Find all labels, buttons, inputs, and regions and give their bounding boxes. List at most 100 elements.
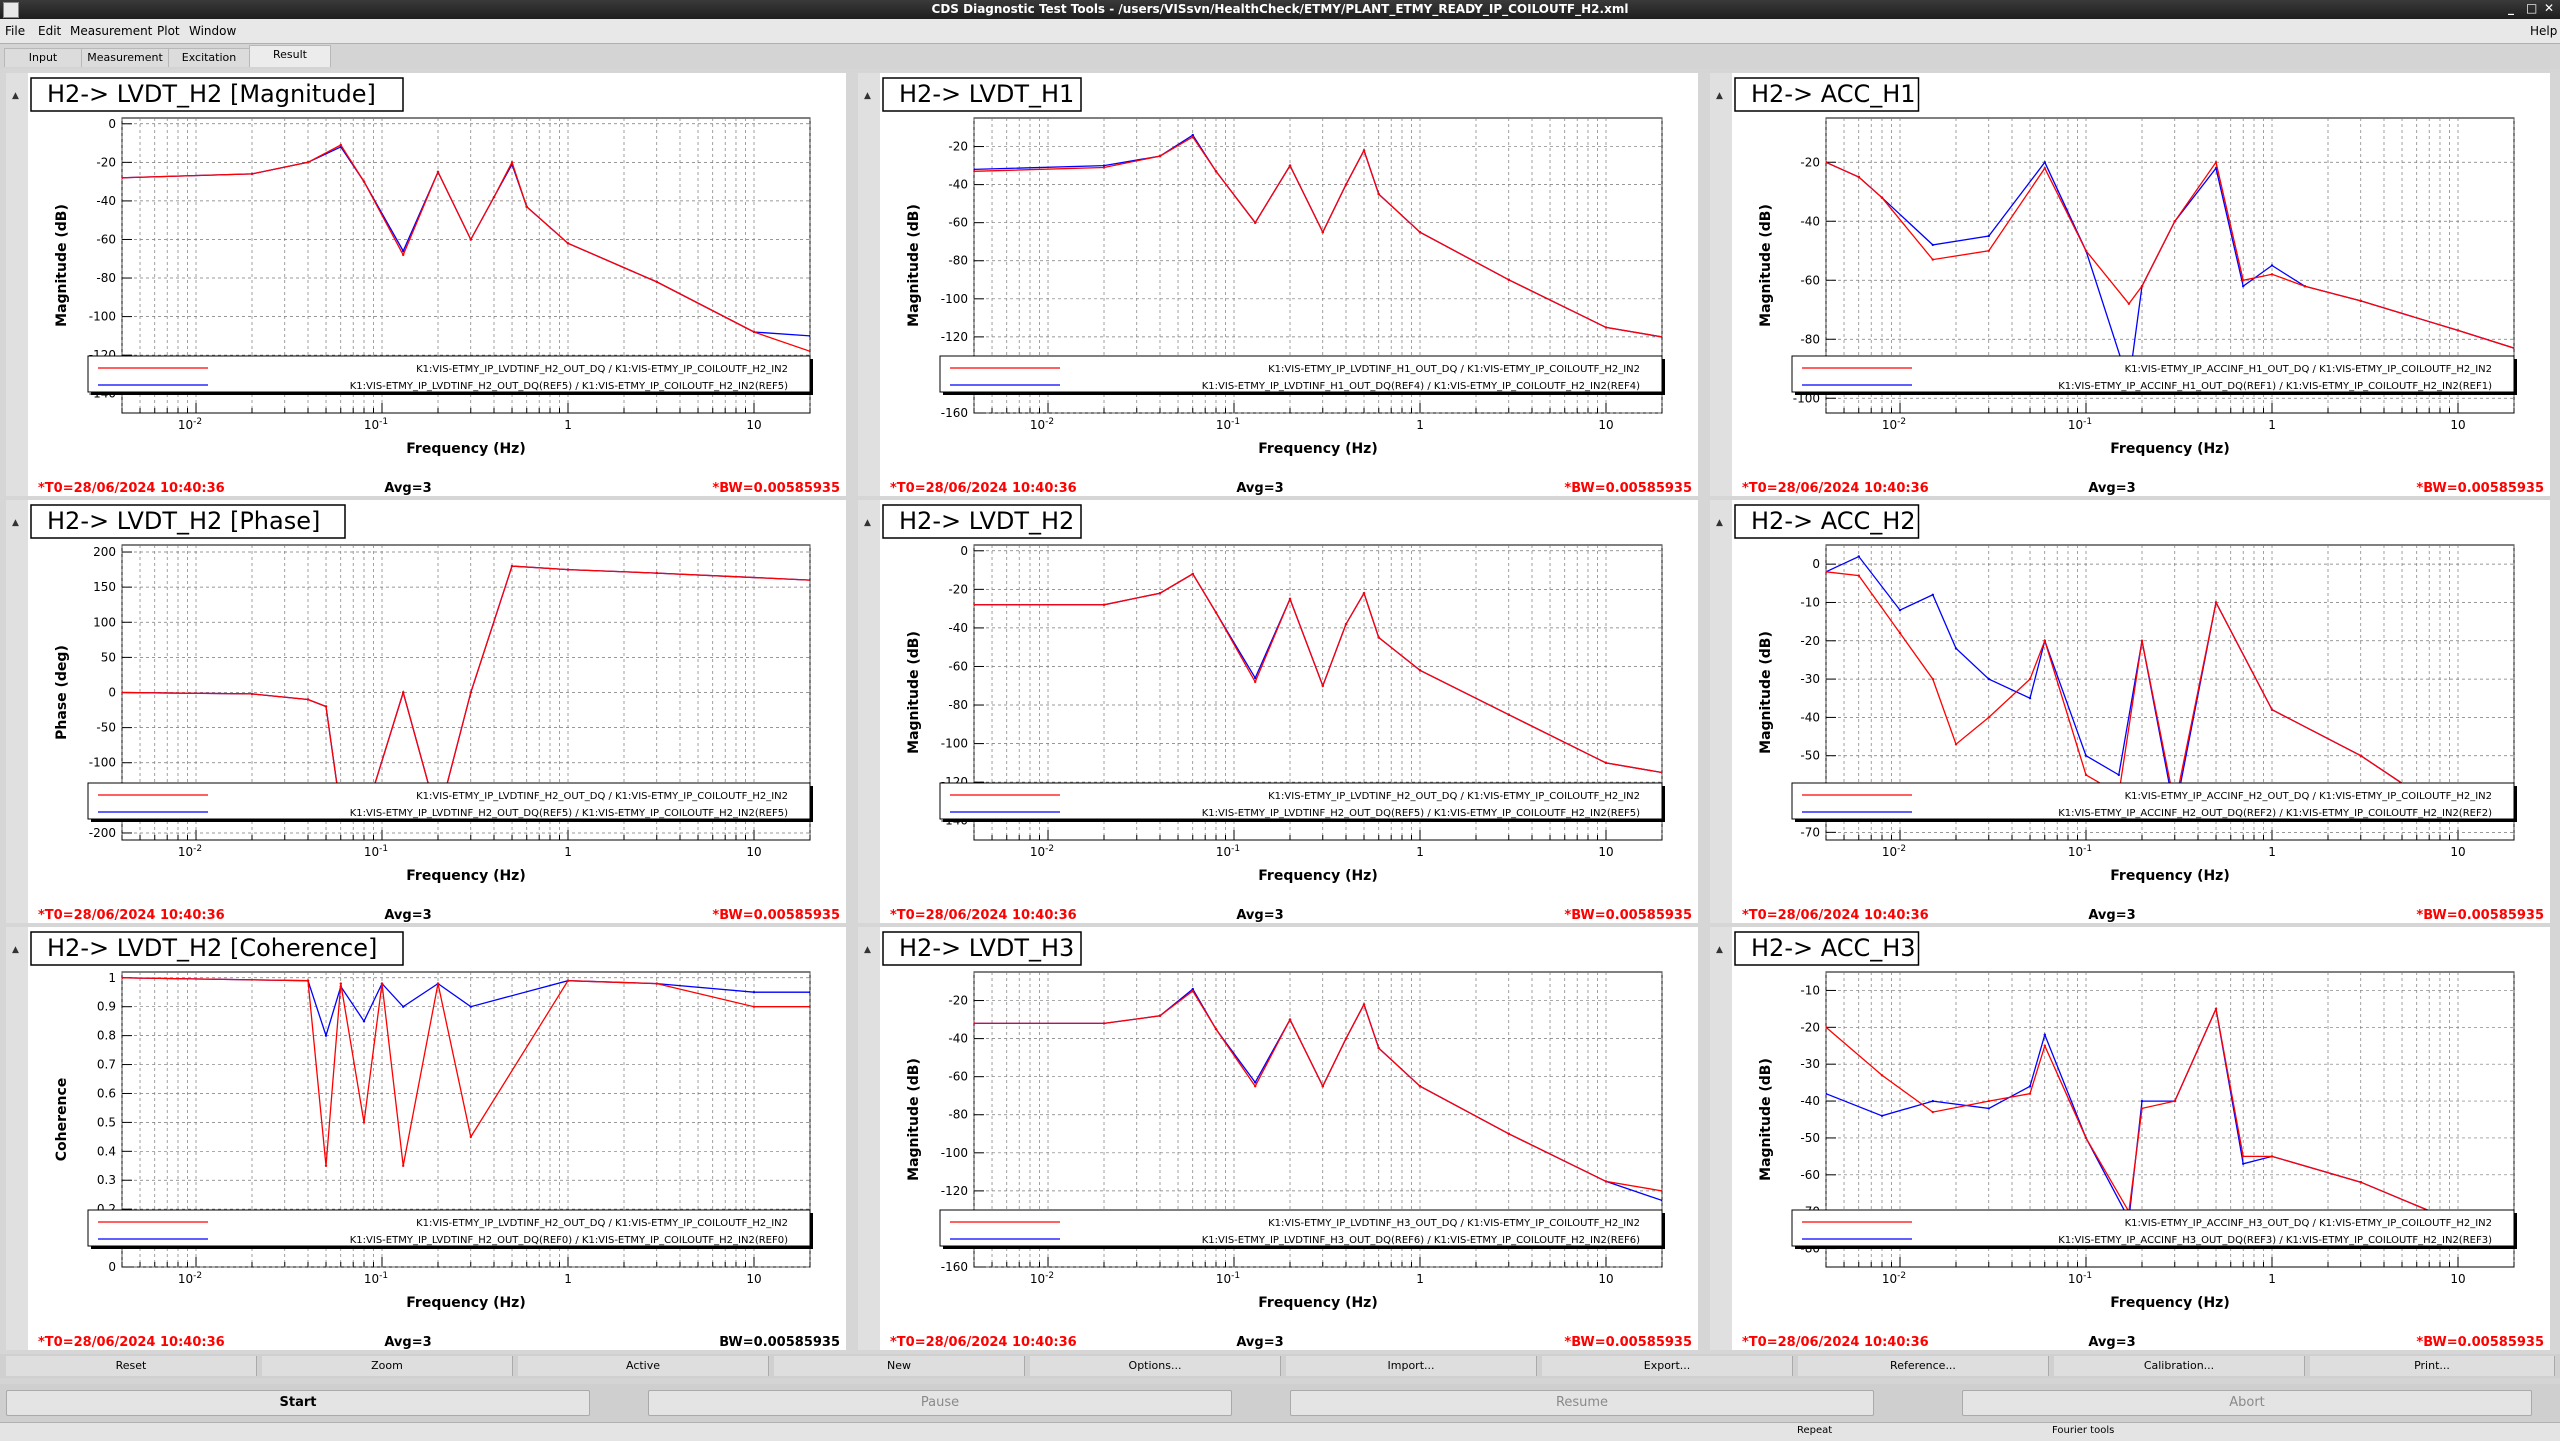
plot-panel[interactable]: ▲ 10-2 10-1 1 10 -20 -40 -60 -80 -100 K1:VIS-ETMY_…: [1710, 73, 2550, 496]
data-point: [1857, 574, 1860, 577]
tab-result[interactable]: Result: [249, 45, 331, 67]
plot-panel[interactable]: ▲10-210-11100-20-40-60-80-100-120-140K1:…: [6, 73, 846, 496]
export-button[interactable]: Export...: [1542, 1356, 1793, 1376]
reset-button[interactable]: Reset: [6, 1356, 257, 1376]
menu-window[interactable]: Window: [189, 24, 237, 38]
data-point: [1362, 1003, 1366, 1006]
new-button[interactable]: New: [774, 1356, 1025, 1376]
y-tick-label: -100: [89, 310, 116, 324]
scroll-up-icon[interactable]: ▲: [1716, 945, 1723, 955]
scroll-up-icon[interactable]: ▲: [1716, 91, 1723, 101]
panel-title-box: [1734, 77, 1920, 112]
panel-title: H2-> LVDT_H2 [Coherence]: [47, 934, 377, 962]
panel-scrollbar[interactable]: ▲: [858, 927, 880, 1350]
panel-scrollbar[interactable]: ▲: [1710, 500, 1732, 923]
maximize-button[interactable]: □: [2526, 1, 2538, 15]
y-tick-label: 200: [93, 545, 116, 559]
scroll-up-icon[interactable]: ▲: [864, 91, 871, 101]
start-button[interactable]: Start: [6, 1390, 590, 1416]
y-tick-label: 0: [960, 544, 968, 558]
y-tick-label: -30: [1800, 1057, 1820, 1071]
data-point: [492, 195, 496, 199]
y-tick-label: 1: [108, 971, 116, 985]
panel-scrollbar[interactable]: ▲: [858, 500, 880, 923]
panel-scrollbar[interactable]: ▲: [1710, 927, 1732, 1350]
pause-button[interactable]: Pause: [648, 1390, 1232, 1416]
x-axis-label: Frequency (Hz): [2110, 868, 2229, 884]
tab-measurement[interactable]: Measurement: [81, 48, 169, 67]
plot-panel[interactable]: ▲10-210-1110200150100500-50-100-150-200K…: [6, 500, 846, 923]
tab-input[interactable]: Input: [4, 48, 82, 67]
menu-plot[interactable]: Plot: [157, 24, 180, 38]
t0-label: *T0=28/06/2024 10:40:36: [890, 1335, 1077, 1350]
y-axis-label: Magnitude (dB): [1758, 631, 1774, 754]
y-tick-label: -70: [1800, 825, 1820, 839]
plot-panel[interactable]: ▲10-210-111010.90.80.70.60.50.40.30.20.1…: [6, 927, 846, 1350]
x-tick-label: 10-2: [178, 417, 202, 432]
tab-excitation[interactable]: Excitation: [168, 48, 250, 67]
active-button[interactable]: Active: [518, 1356, 769, 1376]
data-point: [362, 1020, 366, 1023]
legend-box: [939, 355, 1663, 393]
minimize-button[interactable]: _: [2508, 1, 2514, 15]
avg-label: Avg=3: [2088, 1335, 2135, 1350]
menu-file[interactable]: File: [5, 24, 26, 38]
menu-help[interactable]: Help: [2530, 24, 2558, 38]
plot-panel[interactable]: ▲10-210-1110-20-40-60-80-100-120-140-160…: [858, 73, 1698, 496]
scroll-up-icon[interactable]: ▲: [12, 518, 19, 528]
x-tick-label: 1: [2268, 1272, 2276, 1286]
menu-edit[interactable]: Edit: [38, 24, 62, 38]
scroll-up-icon[interactable]: ▲: [864, 945, 871, 955]
plot-panel[interactable]: ▲10-210-1110-20-40-60-80-100-120-140-160…: [858, 927, 1698, 1350]
legend-box: [1791, 355, 2515, 393]
x-tick-exponent: -1: [1231, 417, 1240, 427]
x-tick-label: 1: [1416, 418, 1424, 432]
panel-scrollbar[interactable]: ▲: [6, 73, 28, 496]
resume-button[interactable]: Resume: [1290, 1390, 1874, 1416]
panel-scrollbar[interactable]: ▲: [1710, 73, 1732, 496]
y-tick-label: 100: [93, 615, 116, 629]
x-tick-label: 10: [1598, 845, 1613, 859]
data-point: [2084, 773, 2088, 777]
x-axis-label: Frequency (Hz): [1258, 1295, 1377, 1311]
data-point: [655, 280, 658, 284]
data-point: [1288, 1018, 1292, 1021]
x-tick-exponent: -2: [1045, 844, 1054, 854]
y-tick-label: -120: [941, 330, 968, 344]
scroll-up-icon[interactable]: ▲: [12, 945, 19, 955]
scroll-up-icon[interactable]: ▲: [1716, 518, 1723, 528]
calibration-button[interactable]: Calibration...: [2054, 1356, 2305, 1376]
abort-button[interactable]: Abort: [1962, 1390, 2532, 1416]
plot-panel[interactable]: ▲10-210-11100-20-40-60-80-100-120-140K1:…: [858, 500, 1698, 923]
plot-panel[interactable]: ▲10-210-1110-10-20-30-40-50-60-70-80K1:V…: [1710, 927, 2550, 1350]
close-button[interactable]: ✕: [2544, 1, 2555, 15]
data-point: [974, 1022, 976, 1025]
y-tick-label: 0.8: [97, 1029, 116, 1043]
panel-title: H2-> LVDT_H3: [899, 934, 1074, 962]
x-axis-label: Frequency (Hz): [2110, 441, 2229, 457]
print-button[interactable]: Print...: [2310, 1356, 2555, 1376]
panel-scrollbar[interactable]: ▲: [6, 927, 28, 1350]
scroll-up-icon[interactable]: ▲: [864, 518, 871, 528]
menu-measurement[interactable]: Measurement: [70, 24, 153, 38]
data-point: [1954, 743, 1958, 746]
bw-label: BW=0.00585935: [719, 1335, 840, 1350]
panel-scrollbar[interactable]: ▲: [858, 73, 880, 496]
data-point: [1377, 636, 1380, 639]
options-button[interactable]: Options...: [1030, 1356, 1281, 1376]
zoom-button[interactable]: Zoom: [262, 1356, 513, 1376]
legend-label: K1:VIS-ETMY_IP_LVDTINF_H2_OUT_DQ / K1:VI…: [1268, 791, 1640, 802]
scroll-up-icon[interactable]: ▲: [12, 91, 19, 101]
panel-scrollbar[interactable]: ▲: [6, 500, 28, 923]
legend-label: K1:VIS-ETMY_IP_LVDTINF_H2_OUT_DQ(REF5) /…: [1202, 808, 1640, 819]
data-point: [655, 982, 658, 985]
data-point: [1507, 1132, 1510, 1135]
import-button[interactable]: Import...: [1286, 1356, 1537, 1376]
plot-panel[interactable]: ▲10-210-11100-10-20-30-40-50-60-70K1:VIS…: [1710, 500, 2550, 923]
data-point: [808, 334, 810, 338]
reference-button[interactable]: Reference...: [1798, 1356, 2049, 1376]
y-tick-label: -40: [948, 621, 968, 635]
y-tick-label: -20: [1800, 634, 1820, 648]
data-point: [1102, 164, 1106, 167]
x-tick-label: 1: [564, 418, 572, 432]
